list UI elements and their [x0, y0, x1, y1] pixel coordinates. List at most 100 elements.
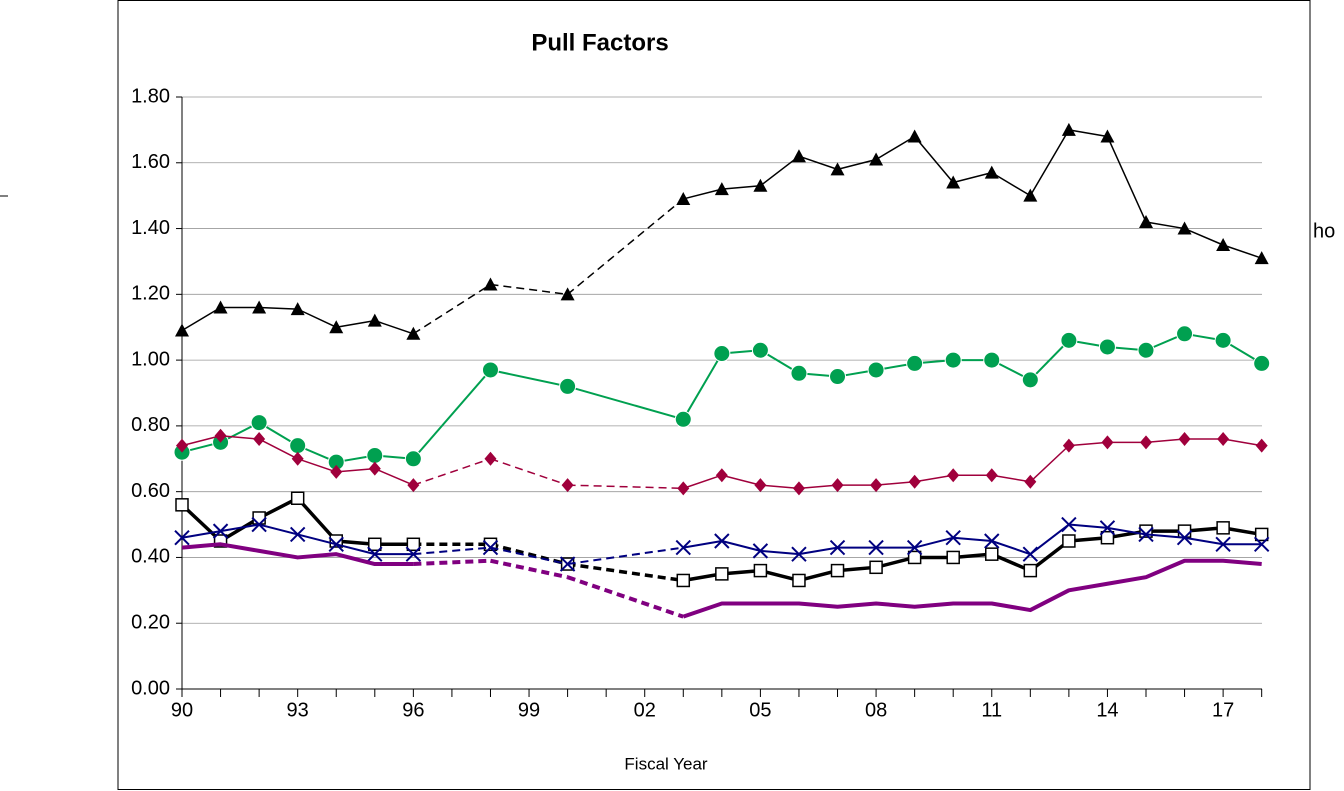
marker	[174, 530, 190, 546]
gap-connector	[412, 283, 491, 335]
annotation: ho	[1313, 220, 1335, 242]
marker	[906, 354, 924, 372]
x-tick-label: 90	[171, 699, 193, 721]
marker	[560, 287, 575, 301]
marker	[329, 320, 344, 334]
marker	[753, 563, 768, 578]
x-tick-label: 11	[981, 699, 1002, 721]
marker	[752, 543, 769, 559]
marker	[252, 511, 266, 525]
marker	[675, 539, 691, 556]
marker	[791, 149, 806, 163]
marker	[368, 461, 381, 476]
marker	[407, 478, 420, 493]
marker	[867, 361, 885, 379]
chart-frame	[117, 0, 1311, 790]
marker	[367, 313, 382, 327]
gap-connector	[413, 458, 491, 486]
marker	[1100, 530, 1115, 545]
marker	[907, 550, 922, 565]
marker	[1062, 534, 1076, 548]
gap-connector	[490, 458, 568, 486]
marker	[829, 539, 846, 556]
marker	[250, 414, 268, 432]
marker	[1176, 325, 1194, 343]
marker	[674, 410, 692, 428]
series-line	[682, 526, 1262, 583]
marker	[406, 326, 421, 340]
marker	[368, 537, 382, 552]
marker	[984, 165, 999, 179]
marker	[830, 563, 845, 578]
series-line	[683, 438, 1262, 490]
marker	[906, 539, 923, 556]
marker	[252, 300, 267, 314]
marker	[1060, 331, 1078, 349]
gap-connector	[490, 558, 569, 580]
gap-connector	[566, 575, 684, 619]
marker	[751, 341, 769, 359]
marker	[251, 516, 267, 533]
marker	[559, 377, 577, 395]
marker	[289, 526, 306, 543]
marker	[1178, 432, 1191, 447]
gap-connector	[567, 385, 684, 421]
marker	[676, 573, 691, 588]
marker	[1101, 435, 1114, 450]
y-tick-label: 1.40	[131, 217, 170, 239]
marker	[367, 546, 383, 562]
series-line	[181, 542, 414, 567]
y-tick-label: 1.20	[131, 283, 170, 305]
x-tick-label: 17	[1212, 699, 1234, 721]
marker	[291, 451, 304, 466]
marker	[366, 446, 384, 464]
marker	[212, 523, 229, 539]
marker	[715, 567, 729, 581]
marker	[1254, 251, 1269, 265]
gap-connector	[413, 558, 491, 567]
marker	[984, 533, 1000, 549]
marker	[831, 478, 844, 493]
gap-connector	[490, 546, 568, 566]
marker	[869, 152, 884, 166]
series-line	[682, 558, 1262, 619]
marker	[1139, 214, 1153, 228]
marker	[829, 368, 847, 386]
gap-connector	[567, 484, 684, 490]
marker	[483, 277, 498, 291]
marker	[406, 537, 421, 552]
y-tick-label: 0.60	[131, 480, 170, 502]
marker	[290, 491, 305, 505]
marker	[947, 468, 960, 483]
y-tick-label: 0.80	[131, 414, 170, 436]
marker	[944, 351, 962, 369]
marker	[791, 546, 807, 562]
marker	[1024, 474, 1037, 489]
marker	[559, 556, 576, 572]
y-tick-label: 0.00	[131, 677, 170, 699]
marker	[1100, 129, 1115, 143]
gap-connector	[567, 562, 684, 583]
marker	[176, 438, 188, 453]
marker	[1140, 435, 1152, 450]
y-tick-label: 1.80	[131, 85, 170, 107]
x-tick-label: 93	[287, 699, 309, 721]
marker	[175, 323, 189, 337]
marker	[1176, 530, 1193, 546]
gap-connector	[490, 283, 568, 296]
marker	[1215, 536, 1231, 552]
marker	[870, 478, 883, 493]
x-tick-label: 99	[518, 699, 540, 721]
marker	[1021, 371, 1039, 389]
marker	[482, 539, 499, 556]
gap-connector	[567, 198, 684, 295]
marker	[1216, 521, 1230, 535]
marker	[1138, 526, 1154, 543]
marker	[1061, 122, 1076, 136]
marker	[1061, 516, 1077, 533]
marker	[1023, 188, 1038, 202]
marker	[868, 539, 884, 556]
marker	[713, 345, 731, 363]
marker	[253, 432, 266, 447]
